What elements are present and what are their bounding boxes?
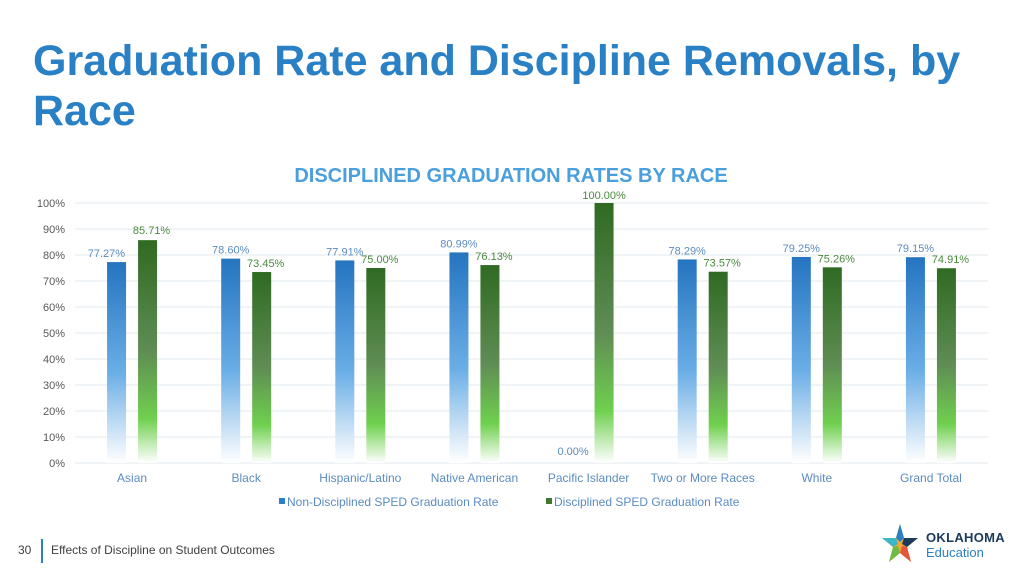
bar-non-disciplined [791, 256, 811, 463]
legend: Non-Disciplined SPED Graduation Rate Disc… [279, 495, 740, 509]
data-label: 74.91% [932, 254, 970, 266]
data-label: 79.15% [897, 243, 935, 255]
page-number: 30 [18, 543, 32, 557]
bars [107, 203, 956, 463]
legend-swatch-disciplined [546, 498, 552, 504]
y-tick-label: 40% [43, 354, 65, 366]
oklahoma-education-logo: OKLAHOMA Education [878, 522, 1008, 566]
data-label: 85.71% [133, 225, 171, 237]
bar-disciplined [138, 240, 158, 463]
data-label: 80.99% [440, 238, 478, 250]
x-tick-label: Grand Total [900, 471, 962, 485]
data-label: 76.13% [475, 251, 513, 263]
y-tick-label: 70% [43, 276, 65, 288]
data-label: 75.26% [818, 253, 856, 265]
footer-divider [41, 539, 43, 563]
data-label: 100.00% [582, 190, 626, 202]
gridlines [75, 202, 988, 464]
bar-non-disciplined [335, 260, 355, 463]
y-tick-label: 10% [43, 432, 65, 444]
bar-non-disciplined [221, 258, 241, 463]
star-logo-icon [882, 524, 918, 562]
data-label: 77.91% [326, 246, 364, 258]
logo-wordmark-education: Education [926, 545, 984, 560]
legend-label: Disciplined SPED Graduation Rate [554, 495, 740, 509]
x-tick-label: Pacific Islander [548, 471, 629, 485]
y-tick-label: 0% [49, 458, 65, 470]
bar-disciplined [366, 268, 386, 463]
bar-disciplined [594, 203, 614, 463]
data-labels: 77.27% 85.71% 78.60%73.45% 77.91%75.00% 80.9… [88, 190, 970, 458]
data-label: 73.57% [704, 258, 742, 270]
legend-swatch-non-disciplined [279, 498, 285, 504]
bar-disciplined [252, 272, 272, 463]
y-tick-label: 100% [37, 198, 65, 210]
bar-chart: DISCIPLINED GRADUATION RATES BY RACE 0% 1… [37, 165, 988, 509]
y-tick-label: 90% [43, 224, 65, 236]
y-tick-label: 20% [43, 406, 65, 418]
data-label: 77.27% [88, 248, 126, 260]
x-tick-label: Black [232, 471, 262, 485]
bar-disciplined [822, 267, 842, 463]
bar-disciplined [708, 271, 728, 463]
x-tick-label: White [801, 471, 832, 485]
data-label: 0.00% [557, 446, 588, 458]
chart-title: DISCIPLINED GRADUATION RATES BY RACE [294, 165, 727, 187]
x-tick-label: Asian [117, 471, 147, 485]
slide-title: Graduation Rate and Discipline Removals,… [33, 37, 961, 135]
x-tick-label: Two or More Races [651, 471, 755, 485]
legend-label: Non-Disciplined SPED Graduation Rate [287, 495, 499, 509]
y-tick-label: 60% [43, 302, 65, 314]
x-axis: Asian Black Hispanic/Latino Native American… [117, 471, 962, 485]
bar-non-disciplined [449, 252, 469, 463]
footer-text: Effects of Discipline on Student Outcome… [51, 543, 275, 557]
bar-non-disciplined [107, 262, 127, 463]
bar-non-disciplined [905, 257, 925, 463]
bar-disciplined [480, 265, 500, 463]
y-tick-label: 30% [43, 380, 65, 392]
data-label: 73.45% [247, 258, 285, 270]
data-label: 75.00% [361, 254, 399, 266]
data-label: 78.60% [212, 245, 250, 257]
bar-non-disciplined [677, 259, 697, 463]
x-tick-label: Native American [431, 471, 518, 485]
x-tick-label: Hispanic/Latino [319, 471, 401, 485]
y-axis: 0% 10% 20% 30% 40% 50% 60% 70% 80% 90% 100% [37, 198, 65, 470]
y-tick-label: 80% [43, 250, 65, 262]
data-label: 79.25% [783, 243, 821, 255]
y-tick-label: 50% [43, 328, 65, 340]
data-label: 78.29% [669, 245, 707, 257]
logo-wordmark-oklahoma: OKLAHOMA [926, 530, 1005, 545]
bar-disciplined [936, 268, 956, 463]
